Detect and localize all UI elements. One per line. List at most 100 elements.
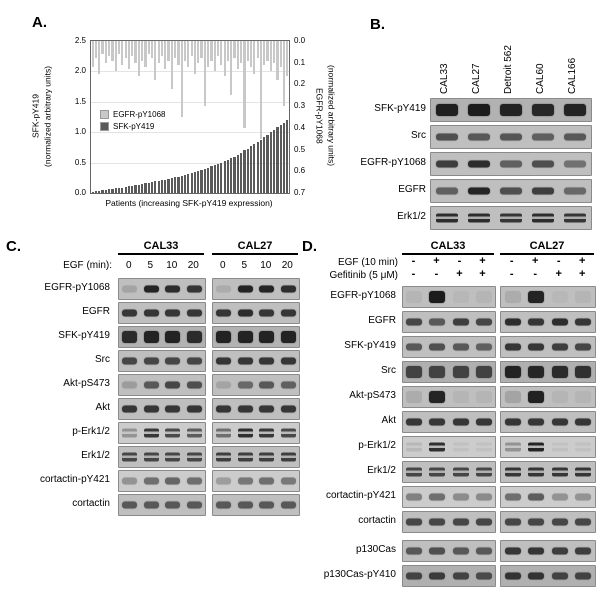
y-tick-label-left: 0.0 (74, 188, 86, 197)
condition-symbol: - (411, 268, 416, 280)
blot-band (528, 291, 545, 303)
bar-sfk-py419 (230, 157, 233, 193)
lane-label: Detroit 562 (503, 45, 514, 94)
blot-row-label: EGFR (368, 315, 396, 326)
lane-label: CAL166 (567, 57, 578, 94)
group-header-cal27: CAL27 (500, 240, 594, 255)
blot-band (143, 452, 159, 462)
blot-box (500, 386, 596, 408)
bar-egfr-py1068 (160, 41, 164, 57)
bar-sfk-py419 (117, 188, 121, 193)
y-tick-label-left: 1.5 (74, 96, 86, 106)
blot-band (575, 572, 592, 580)
blot-band (531, 104, 555, 116)
bar-sfk-py419 (259, 139, 263, 193)
condition-symbol: - (509, 268, 514, 280)
blot-band (575, 442, 592, 452)
bar-sfk-py419 (256, 141, 259, 193)
blot-band (143, 428, 159, 438)
blot-band (551, 442, 568, 452)
blot-band (406, 318, 423, 326)
blot-band (143, 285, 159, 293)
bar-sfk-py419 (141, 183, 144, 193)
blot-box (402, 286, 496, 308)
blot-band (504, 318, 521, 326)
blot-row-label: EGFR-pY1068 (44, 282, 110, 293)
bar-egfr-py1068 (137, 41, 140, 76)
blot-box (212, 374, 300, 396)
bar-sfk-py419 (197, 171, 200, 193)
blot-row-label: p130Cas-pY410 (323, 569, 396, 580)
blot-band (504, 467, 521, 477)
blot-band (216, 331, 232, 343)
blot-band (452, 366, 469, 378)
panel-a: A. SFK-pY419 (normalized arbitrary units… (26, 10, 348, 236)
blot-band (165, 357, 181, 365)
blot-box (500, 461, 596, 483)
blot-band (528, 343, 545, 351)
blot-band (237, 381, 253, 389)
blot-band (237, 309, 253, 317)
blot-band (186, 405, 202, 413)
blot-band (467, 104, 491, 116)
blot-box (118, 470, 206, 492)
bar-egfr-py1068 (144, 41, 147, 68)
blot-band (280, 381, 296, 389)
blot-band (504, 442, 521, 452)
blot-band (259, 309, 275, 317)
blot-band (504, 547, 521, 555)
legend-swatch-sfk (100, 122, 109, 131)
bar-egfr-py1068 (170, 41, 173, 89)
blot-box (212, 446, 300, 468)
blot-box (212, 470, 300, 492)
blot-band (165, 477, 181, 485)
y-axis-left-title: SFK-pY419 (30, 94, 41, 138)
condition-symbol: + (479, 268, 486, 280)
blot-band (504, 343, 521, 351)
bar-egfr-py1068 (117, 41, 121, 54)
bar-egfr-py1068 (104, 41, 107, 63)
blot-band (280, 452, 296, 462)
blot-row-label: EGFR (398, 184, 426, 195)
blot-band (475, 366, 492, 378)
bar-sfk-py419 (243, 150, 246, 193)
blot-band (186, 501, 202, 509)
y-tick-label-right: 0.0 (294, 36, 306, 45)
blot-band (237, 501, 253, 509)
blot-box (500, 336, 596, 358)
bar-sfk-py419 (134, 185, 137, 193)
condition-symbol: - (509, 255, 514, 267)
blot-row-label: Src (95, 354, 110, 365)
y-tick-label-left: 1.0 (74, 127, 86, 137)
bar-egfr-py1068 (286, 41, 289, 76)
blot-band (528, 572, 545, 580)
y-tick-label-right: 0.2 (294, 79, 306, 89)
blot-row-label: cortactin-pY421 (325, 490, 396, 501)
blot-box (118, 278, 206, 300)
blot-box (212, 422, 300, 444)
blot-band (122, 452, 138, 462)
blot-band (475, 343, 492, 351)
bar-sfk-py419 (154, 181, 157, 193)
blot-band (165, 428, 181, 438)
blot-band (531, 133, 555, 141)
blot-box (402, 540, 496, 562)
blot-box (118, 422, 206, 444)
y-tick-label-right: 0.1 (294, 57, 306, 67)
bar-sfk-py419 (190, 172, 193, 193)
blot-band (575, 366, 592, 378)
panel-b-label: B. (370, 16, 385, 33)
y-tick-label-left: 2.0 (74, 66, 86, 76)
blot-band (429, 291, 446, 303)
lane-number: 20 (187, 260, 199, 271)
blot-band (237, 357, 253, 365)
bar-sfk-py419 (253, 144, 256, 193)
y-tick-label-right: 0.4 (294, 122, 306, 132)
bar-sfk-py419 (203, 168, 206, 193)
lane-number: 0 (125, 260, 132, 271)
blot-box (430, 125, 592, 149)
blot-band (122, 331, 138, 343)
blot-band (499, 133, 523, 141)
blot-row-label: SFK-pY419 (344, 340, 396, 351)
